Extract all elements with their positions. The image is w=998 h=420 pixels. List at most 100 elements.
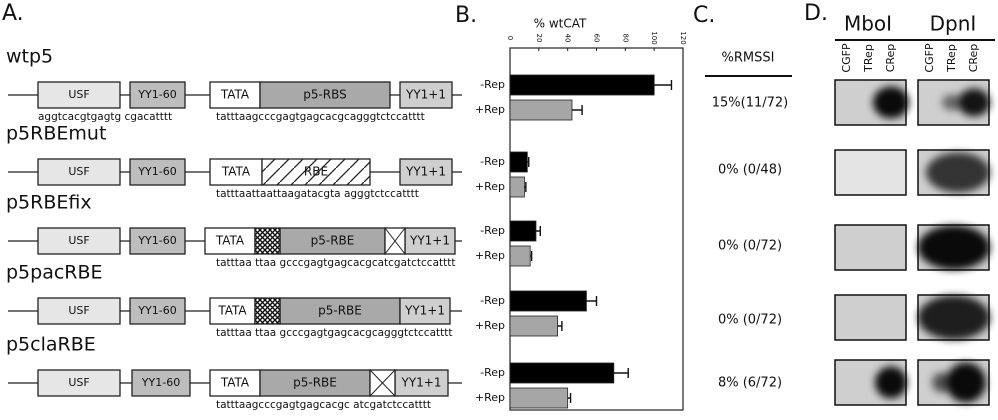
construct-name: p5claRBE <box>6 334 96 356</box>
element-box <box>129 81 186 109</box>
error-bar <box>557 321 563 331</box>
element-label: p5-RBS <box>303 88 347 102</box>
x-tick-label: 40 <box>564 34 572 43</box>
element-box <box>254 227 281 255</box>
chart-title: % wtCAT <box>534 17 587 31</box>
x-tick-label: 60 <box>593 34 601 43</box>
element-label: p5-RBE <box>311 234 355 248</box>
blot-signal <box>918 225 990 270</box>
blot <box>834 149 907 196</box>
sequence: tatttaagcccgagtgagcacgcagggtctccatttt <box>216 111 425 123</box>
panel-label: D. <box>804 1 828 26</box>
cross-mark <box>384 227 406 255</box>
error-bar <box>530 251 533 261</box>
element-box <box>37 158 121 186</box>
construct-name: p5RBEmut <box>6 123 106 145</box>
element-label: USF <box>68 88 89 101</box>
panel-label: A. <box>2 1 24 26</box>
element-label: YY1-60 <box>137 234 176 247</box>
element-box <box>37 227 121 255</box>
panel-label: C. <box>693 3 715 28</box>
element-box <box>261 158 371 186</box>
sequence: tatttaa ttaa gcccgagtgagcacgcatcgatctcca… <box>216 257 455 269</box>
element-label: TATA <box>220 88 250 102</box>
sequence: aggtcacgtgagtg cgacatttt <box>38 111 172 123</box>
element-label: p5-RBE <box>318 304 362 318</box>
construct-name: p5RBEfix <box>6 192 92 214</box>
series-label: +Rep <box>475 103 505 116</box>
lane-label: CGFP <box>840 43 853 73</box>
bar <box>509 290 587 312</box>
series-label: -Rep <box>480 155 505 168</box>
element-label: YY1+1 <box>409 234 450 248</box>
element-label: p5-RBE <box>293 376 337 390</box>
blot <box>834 294 907 341</box>
error-bar <box>567 393 572 403</box>
error-bar <box>535 226 541 236</box>
element-label: USF <box>68 234 89 247</box>
series-label: +Rep <box>475 249 505 262</box>
element-label: YY1-60 <box>137 88 176 101</box>
construct-name: wtp5 <box>6 46 53 68</box>
bar <box>509 74 655 96</box>
blot-signal <box>873 86 909 119</box>
rmssi-value: 8% (6/72) <box>718 376 782 391</box>
series-label: -Rep <box>480 224 505 237</box>
element-label: TATA <box>217 304 247 318</box>
bar <box>509 245 531 267</box>
element-box <box>204 227 256 255</box>
x-tick-label: 0 <box>506 36 514 40</box>
element-box <box>131 369 191 397</box>
lane-label: CRep <box>884 44 897 73</box>
element-box <box>129 297 186 325</box>
element-label: USF <box>68 304 89 317</box>
bar <box>509 151 528 173</box>
element-label: YY1-60 <box>137 304 176 317</box>
x-tick-label: 80 <box>621 34 629 43</box>
blot <box>834 224 907 271</box>
element-label: YY1-60 <box>141 376 180 389</box>
element-label: RBE <box>304 165 328 179</box>
group-label: MboI <box>844 12 892 36</box>
series-label: -Rep <box>480 294 505 307</box>
element-label: YY1+1 <box>401 376 442 390</box>
blot-signal <box>958 88 990 117</box>
error-bar <box>613 368 629 378</box>
lane-label: CGFP <box>923 43 936 73</box>
bar <box>509 99 573 121</box>
blot-signal <box>918 295 990 340</box>
rmssi-value: 15%(11/72) <box>712 96 789 111</box>
rmssi-value: 0% (0/72) <box>718 239 782 254</box>
rmssi-value: 0% (0/72) <box>718 313 782 328</box>
element-box <box>259 81 391 109</box>
error-bar <box>527 157 530 167</box>
series-label: +Rep <box>475 391 505 404</box>
x-tick-label: 120 <box>679 31 687 44</box>
bar <box>509 176 525 198</box>
element-box <box>399 158 453 186</box>
element-box <box>399 297 451 325</box>
element-label: USF <box>68 165 89 178</box>
rmssi-value: 0% (0/48) <box>718 163 782 178</box>
element-label: USF <box>68 376 89 389</box>
lane-label: CRep <box>967 44 980 73</box>
element-box <box>129 158 186 186</box>
x-tick-label: 20 <box>535 34 543 43</box>
bar <box>509 387 569 409</box>
element-box <box>37 297 121 325</box>
blot-signal <box>942 94 962 111</box>
series-label: -Rep <box>480 78 505 91</box>
sequence: tatttaa ttaa gcccgagtgagcacgcagggtctccat… <box>216 327 452 339</box>
blot-signal <box>875 366 907 399</box>
element-label: YY1+1 <box>404 304 445 318</box>
element-box <box>254 297 281 325</box>
group-label: DpnI <box>930 12 977 36</box>
element-box <box>399 81 453 109</box>
column-title: %RMSSI <box>722 51 775 66</box>
construct-name: p5pacRBE <box>6 262 103 284</box>
element-label: YY1+1 <box>405 165 446 179</box>
element-label: TATA <box>220 376 250 390</box>
blot-signal <box>926 152 990 193</box>
series-label: +Rep <box>475 319 505 332</box>
